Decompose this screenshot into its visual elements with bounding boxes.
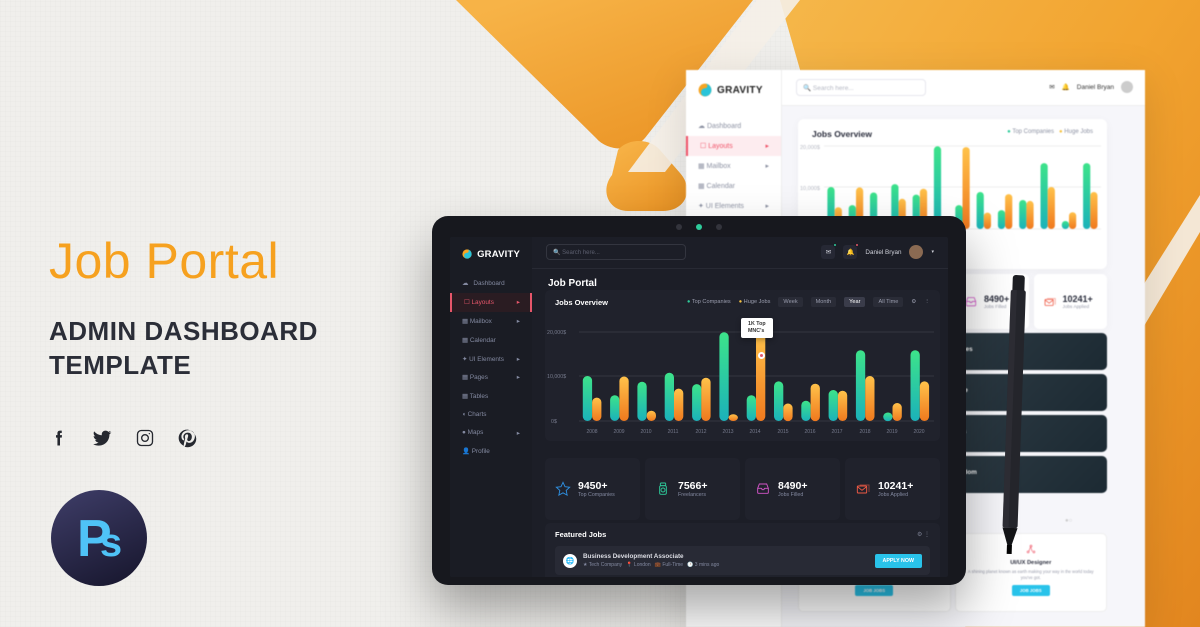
svg-text:2017: 2017 (831, 429, 842, 435)
svg-text:2013: 2013 (722, 429, 733, 435)
svg-text:2012: 2012 (695, 429, 706, 435)
svg-text:2009: 2009 (613, 429, 624, 435)
svg-text:10,000$: 10,000$ (800, 186, 820, 192)
svg-text:10,000$: 10,000$ (547, 374, 566, 380)
svg-text:0$: 0$ (551, 419, 557, 425)
svg-text:20,000$: 20,000$ (547, 330, 566, 336)
svg-text:2008: 2008 (586, 429, 597, 435)
svg-text:2018: 2018 (859, 429, 870, 435)
svg-text:2015: 2015 (777, 429, 788, 435)
svg-text:2011: 2011 (668, 429, 679, 435)
svg-text:2010: 2010 (640, 429, 651, 435)
svg-text:2016: 2016 (804, 429, 815, 435)
svg-text:20,000$: 20,000$ (800, 145, 820, 151)
svg-text:2019: 2019 (886, 429, 897, 435)
svg-text:s: s (100, 521, 122, 565)
svg-text:2020: 2020 (913, 429, 924, 435)
svg-text:2014: 2014 (749, 429, 760, 435)
